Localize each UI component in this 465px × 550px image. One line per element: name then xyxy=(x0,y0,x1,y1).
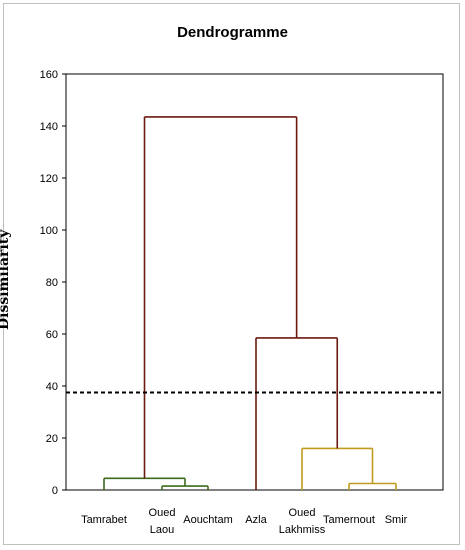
y-tick-label: 40 xyxy=(46,381,58,393)
leaf-label: Aouchtam xyxy=(183,514,233,526)
leaf-label: Laou xyxy=(150,524,174,536)
y-tick-label: 80 xyxy=(46,277,58,289)
leaf-label: Lakhmiss xyxy=(279,524,326,536)
y-tick-label: 120 xyxy=(40,173,58,185)
plot-area-border xyxy=(65,73,444,491)
chart-title: Dendrogramme xyxy=(177,24,288,41)
y-tick-label: 20 xyxy=(46,433,58,445)
y-tick-label: 60 xyxy=(46,329,58,341)
leaf-label: Oued xyxy=(289,507,316,519)
y-tick-label: 100 xyxy=(40,225,58,237)
leaf-label: Smir xyxy=(385,514,408,526)
y-tick-label: 140 xyxy=(40,121,58,133)
leaf-label: Oued xyxy=(149,507,176,519)
y-tick-label: 160 xyxy=(40,69,58,81)
leaf-label: Tamrabet xyxy=(81,514,127,526)
leaf-label: Azla xyxy=(245,514,267,526)
leaf-label: Tamernout xyxy=(323,514,375,526)
y-tick-label: 0 xyxy=(52,485,58,497)
chart-frame xyxy=(3,3,460,545)
